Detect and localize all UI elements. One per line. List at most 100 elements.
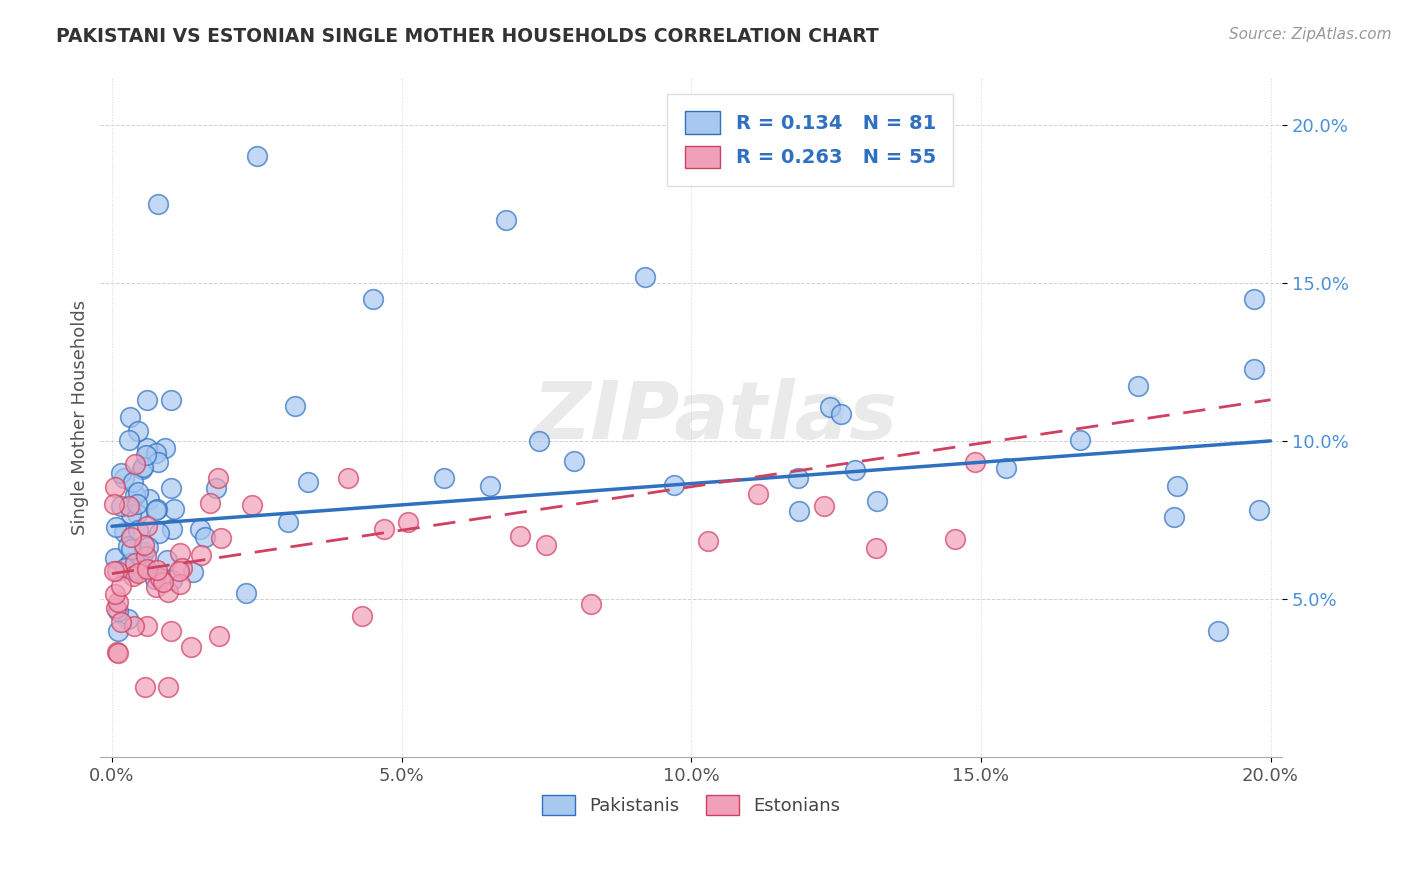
Point [145,563,167,577]
Point [127,424,149,438]
Point [110,499,132,513]
Point [169,546,191,560]
Point [136,441,159,455]
Point [167,565,190,579]
Point [1166,479,1188,493]
Point [180,640,202,654]
Point [134,538,156,552]
Point [103,496,125,510]
Point [136,562,159,576]
Point [479,479,502,493]
Point [107,646,129,660]
Point [127,484,149,499]
Point [190,548,212,562]
Point [433,471,456,485]
Point [188,522,211,536]
Point [155,442,177,456]
Point [509,529,531,543]
Point [696,533,718,548]
Point [105,645,128,659]
Point [277,515,299,529]
Point [124,619,146,633]
Point [396,515,419,529]
Point [110,615,132,629]
Point [945,532,967,546]
Point [159,624,181,638]
Point [1243,292,1265,306]
Point [125,497,148,511]
Point [134,545,156,559]
Point [1163,509,1185,524]
Point [105,565,128,579]
Point [118,556,141,570]
Point [297,475,319,489]
Point [169,577,191,591]
Point [127,566,149,581]
Point [204,482,226,496]
Point [1247,502,1270,516]
Point [361,292,384,306]
Point [124,458,146,472]
Point [156,552,179,566]
Point [194,531,217,545]
Point [138,540,160,554]
Point [157,681,180,695]
Point [127,523,149,537]
Point [529,434,551,449]
Point [581,597,603,611]
Point [136,619,159,633]
Point [562,454,585,468]
Point [121,568,143,582]
Point [145,502,167,516]
Point [114,560,136,574]
Point [634,269,657,284]
Point [145,446,167,460]
Point [235,586,257,600]
Point [162,522,184,536]
Point [240,499,263,513]
Point [110,578,132,592]
Point [107,595,129,609]
Point [138,491,160,506]
Point [160,573,183,587]
Point [110,466,132,480]
Point [662,477,685,491]
Point [866,494,889,508]
Point [117,539,139,553]
Point [124,564,146,578]
Point [118,409,141,424]
Point [118,433,141,447]
Point [149,571,172,585]
Point [152,574,174,589]
Point [786,471,808,485]
Point [160,393,183,408]
Y-axis label: Single Mother Households: Single Mother Households [72,300,89,535]
Point [112,471,135,485]
Point [135,519,157,533]
Point [112,525,135,540]
Point [148,525,170,540]
Point [131,461,153,475]
Point [350,609,373,624]
Point [104,550,127,565]
Point [163,502,186,516]
Point [831,407,853,421]
Point [160,482,183,496]
Point [198,496,221,510]
Point [146,502,169,516]
Point [132,558,155,573]
Point [104,600,127,615]
Point [148,197,170,211]
Point [117,500,139,514]
Point [534,538,557,552]
Point [120,508,142,522]
Text: PAKISTANI VS ESTONIAN SINGLE MOTHER HOUSEHOLDS CORRELATION CHART: PAKISTANI VS ESTONIAN SINGLE MOTHER HOUS… [56,27,879,45]
Point [157,584,180,599]
Point [373,522,395,536]
Point [209,532,232,546]
Point [134,681,156,695]
Point [844,463,866,477]
Point [104,480,127,494]
Point [495,212,517,227]
Point [865,541,887,555]
